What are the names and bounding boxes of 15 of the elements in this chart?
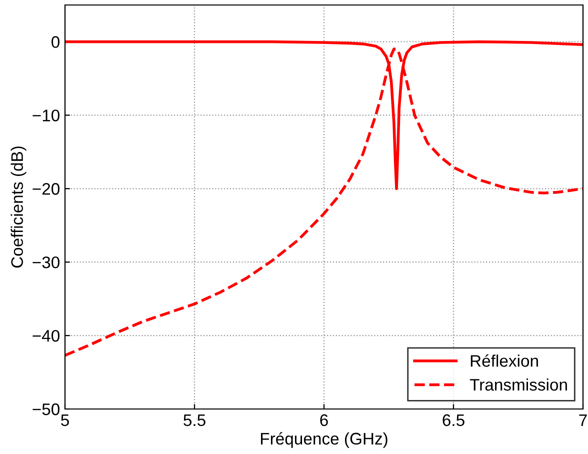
y-tick-label: −20 [32,183,60,195]
legend-label: Transmission [470,378,567,391]
x-tick-label: 6.5 [442,414,464,426]
legend-label: Réflexion [470,354,538,367]
x-tick-label: 7 [579,414,587,426]
y-tick-label: −30 [32,256,60,268]
x-tick-label: 5.5 [184,414,206,426]
x-tick-label: 6 [320,414,328,426]
x-axis-title: Fréquence (GHz) [261,432,388,448]
y-tick-label: −50 [32,403,60,416]
y-axis-title: Coefficients (dB) [10,146,26,268]
y-tick-label: −40 [32,330,60,342]
x-tick-label: 5 [61,414,69,426]
y-tick-label: −10 [32,110,60,122]
y-tick-label: 0 [52,36,60,48]
